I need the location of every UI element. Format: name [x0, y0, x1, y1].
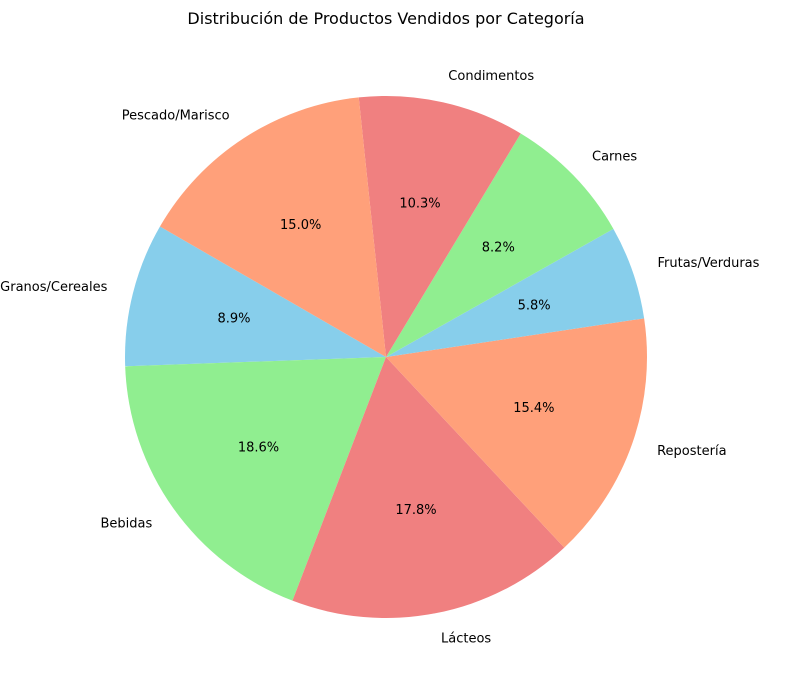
pie-slice-carnes	[386, 133, 614, 357]
pie-slice-condimentos	[358, 96, 521, 357]
pie-labels: Granos/Cereales 8.9% Bebidas 18.6% Lácteos 17…	[0, 69, 759, 646]
chart-title: Distribución de Productos Vendidos por C…	[187, 9, 584, 28]
pie-slice-bebidas	[125, 357, 387, 601]
slice-label: Frutas/Verduras	[658, 256, 760, 271]
slice-percent-label: 10.3%	[399, 197, 440, 212]
slice-label: Carnes	[592, 150, 637, 165]
pie-slice-repostería	[386, 318, 648, 548]
slice-percent-label: 5.8%	[518, 299, 551, 314]
slice-label: Bebidas	[101, 516, 153, 531]
slice-percent-label: 18.6%	[238, 441, 279, 456]
slice-label: Pescado/Marisco	[122, 109, 230, 124]
slice-label: Lácteos	[441, 631, 491, 646]
pie-slices	[125, 96, 648, 618]
pie-slice-granos-cereales	[125, 226, 386, 367]
slice-percent-label: 15.4%	[513, 401, 554, 416]
slice-label: Repostería	[657, 444, 726, 459]
slice-label: Condimentos	[448, 69, 534, 84]
pie-slice-frutas-verduras	[386, 228, 645, 357]
slice-label: Granos/Cereales	[0, 280, 107, 295]
slice-percent-label: 17.8%	[395, 503, 436, 518]
slice-percent-label: 8.2%	[482, 240, 515, 255]
pie-slice-lácteos	[292, 357, 565, 618]
slice-percent-label: 15.0%	[280, 218, 321, 233]
slice-percent-label: 8.9%	[217, 312, 250, 327]
pie-slice-pescado-marisco	[159, 97, 386, 358]
